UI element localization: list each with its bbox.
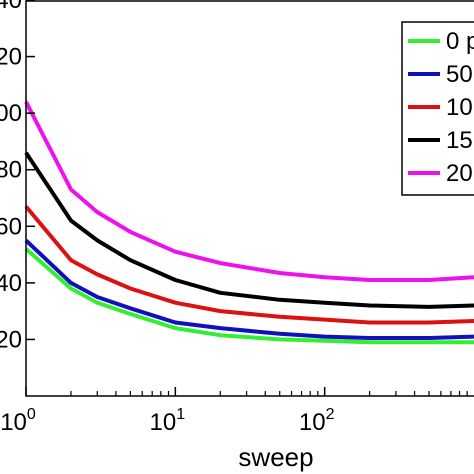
x-tick-label: 102 xyxy=(299,406,335,436)
series-layer xyxy=(24,100,474,345)
series-line-2 xyxy=(24,205,474,325)
legend-label-1: 50 xyxy=(446,61,473,88)
series-line-3 xyxy=(24,151,474,309)
x-tick-label: 100 xyxy=(0,406,36,436)
legend-label-4: 20 xyxy=(446,160,473,187)
legend: 0 p 50 10 15 20 xyxy=(401,21,474,196)
legend-label-0: 0 p xyxy=(446,28,474,55)
series-line-4 xyxy=(24,100,474,282)
y-tick-label: 40 xyxy=(0,270,22,297)
y-tick-label: 80 xyxy=(0,157,22,184)
legend-label-2: 10 xyxy=(446,94,473,121)
y-tick-label: 100 xyxy=(0,100,22,127)
legend-label-3: 15 xyxy=(446,127,473,154)
y-tick-label: 20 xyxy=(0,326,22,353)
x-tick-label: 101 xyxy=(150,406,186,436)
series-line-0 xyxy=(24,247,474,345)
x-axis-label: sweep xyxy=(238,442,313,472)
series-line-1 xyxy=(24,238,474,340)
tick-layer: 100 101 102 20 40 60 80 100 120 140 xyxy=(0,0,468,436)
y-tick-label: 120 xyxy=(0,44,22,71)
plot-frame xyxy=(25,0,474,397)
y-tick-label: 60 xyxy=(0,213,22,240)
y-tick-label: 140 xyxy=(0,0,22,14)
